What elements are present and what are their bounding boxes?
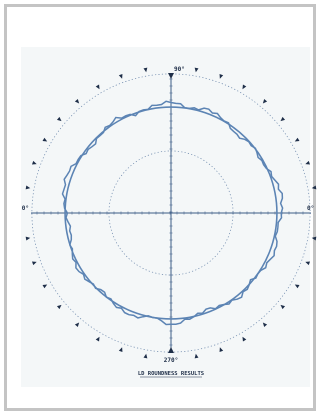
angle-marker	[311, 236, 317, 241]
scan-background	[21, 47, 310, 387]
angle-marker	[262, 322, 268, 328]
angle-marker	[56, 116, 62, 122]
angle-marker	[42, 284, 48, 289]
angle-marker	[95, 336, 100, 342]
angle-marker	[294, 137, 300, 142]
angle-marker	[56, 304, 62, 310]
angle-label-0: 0°	[307, 205, 314, 212]
angle-marker	[305, 160, 311, 165]
document-frame: 90° 0° 270° 0° LD ROUNDNESS RESULTS	[4, 4, 317, 411]
angle-marker	[280, 116, 286, 122]
angle-marker	[25, 185, 31, 190]
angle-marker	[42, 137, 48, 142]
angle-marker	[74, 322, 80, 328]
reference-circle	[64, 106, 278, 320]
angle-marker	[194, 353, 199, 359]
axis-arrowhead	[168, 347, 174, 353]
angle-marker	[118, 73, 123, 79]
angle-marker	[74, 98, 80, 104]
angle-marker	[31, 160, 37, 165]
angle-marker	[219, 73, 224, 79]
angle-label-270: 270°	[164, 357, 178, 364]
angle-marker	[25, 236, 31, 241]
angle-marker	[143, 67, 148, 73]
angle-marker	[31, 261, 37, 266]
angle-marker	[294, 284, 300, 289]
angle-marker	[118, 347, 123, 353]
angle-marker	[95, 84, 100, 90]
angle-marker	[143, 353, 148, 359]
chart-caption: LD ROUNDNESS RESULTS	[138, 371, 204, 377]
angle-marker	[311, 185, 317, 190]
angle-marker	[262, 98, 268, 104]
angle-marker	[242, 336, 247, 342]
angle-marker	[305, 261, 311, 266]
angle-marker	[219, 347, 224, 353]
angle-label-180: 0°	[22, 205, 29, 212]
angle-marker	[242, 84, 247, 90]
angle-marker	[194, 67, 199, 73]
roundness-polar-chart: 90° 0° 270° 0° LD ROUNDNESS RESULTS	[22, 66, 317, 378]
angle-label-90: 90°	[174, 66, 185, 73]
axis-arrowhead	[168, 73, 174, 79]
angle-marker	[280, 304, 286, 310]
